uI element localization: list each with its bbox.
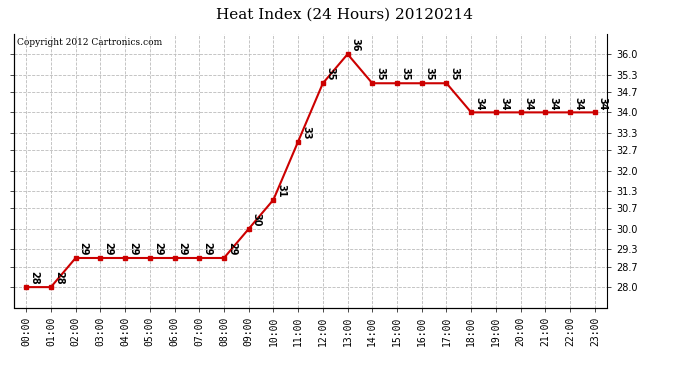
Text: 30: 30 (252, 213, 262, 226)
Text: 29: 29 (202, 242, 213, 256)
Text: 29: 29 (104, 242, 113, 256)
Text: Heat Index (24 Hours) 20120214: Heat Index (24 Hours) 20120214 (217, 8, 473, 21)
Text: 29: 29 (227, 242, 237, 256)
Text: 29: 29 (152, 242, 163, 256)
Text: 34: 34 (474, 96, 484, 110)
Text: 31: 31 (277, 184, 286, 197)
Text: 29: 29 (79, 242, 88, 256)
Text: 35: 35 (400, 68, 410, 81)
Text: 35: 35 (449, 68, 460, 81)
Text: 35: 35 (375, 68, 385, 81)
Text: 29: 29 (177, 242, 188, 256)
Text: 28: 28 (54, 271, 64, 285)
Text: 34: 34 (573, 96, 583, 110)
Text: 34: 34 (499, 96, 509, 110)
Text: 36: 36 (351, 38, 361, 52)
Text: 35: 35 (425, 68, 435, 81)
Text: Copyright 2012 Cartronics.com: Copyright 2012 Cartronics.com (17, 38, 162, 47)
Text: 34: 34 (524, 96, 533, 110)
Text: 35: 35 (326, 68, 336, 81)
Text: 34: 34 (549, 96, 558, 110)
Text: 29: 29 (128, 242, 138, 256)
Text: 34: 34 (598, 96, 608, 110)
Text: 33: 33 (301, 126, 311, 139)
Text: 28: 28 (29, 271, 39, 285)
